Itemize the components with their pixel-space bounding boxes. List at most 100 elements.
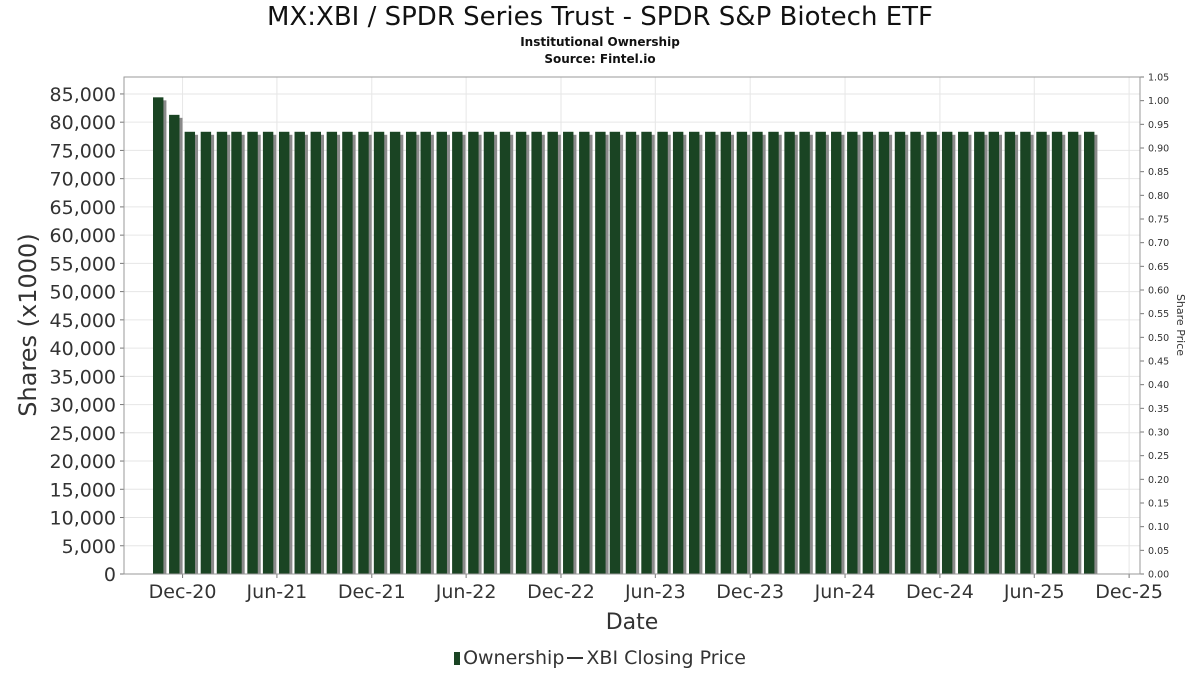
y-tick-label: 45,000 bbox=[50, 310, 116, 332]
x-tick-label: Dec-25 bbox=[1095, 581, 1163, 603]
y2-tick-label: 0.75 bbox=[1148, 215, 1169, 226]
ownership-bar bbox=[878, 131, 890, 574]
ownership-bar bbox=[342, 131, 353, 574]
plot-border bbox=[123, 76, 1141, 575]
ownership-bar bbox=[1036, 131, 1047, 574]
ownership-bar bbox=[216, 131, 228, 574]
legend-price-label: XBI Closing Price bbox=[586, 647, 746, 669]
y-tick-label: 85,000 bbox=[50, 84, 116, 106]
ownership-bar bbox=[752, 131, 763, 574]
ownership-bar bbox=[988, 131, 1000, 574]
ownership-bar bbox=[531, 131, 542, 574]
y2-tick-label: 0.25 bbox=[1148, 451, 1169, 462]
ownership-bar bbox=[1020, 131, 1031, 574]
y2-tick-label: 0.10 bbox=[1148, 522, 1169, 533]
x-tick-label: Dec-20 bbox=[149, 581, 217, 603]
y2-axis-title: Share Price bbox=[1174, 294, 1187, 356]
y2-tick-label: 0.95 bbox=[1148, 120, 1169, 131]
ownership-bar bbox=[358, 131, 369, 574]
ownership-bar bbox=[1051, 131, 1063, 574]
ownership-bar bbox=[563, 131, 574, 574]
x-tick-label: Jun-25 bbox=[1003, 581, 1065, 603]
y-tick-label: 25,000 bbox=[50, 423, 116, 445]
legend-ownership-label: Ownership bbox=[463, 647, 565, 669]
ownership-bar bbox=[184, 131, 196, 574]
ownership-bar bbox=[831, 131, 842, 574]
ownership-bar bbox=[799, 131, 810, 574]
y2-tick-label: 0.35 bbox=[1148, 404, 1169, 415]
y2-tick-label: 0.15 bbox=[1148, 499, 1169, 510]
y2-tick-label: 1.00 bbox=[1148, 96, 1169, 107]
ownership-bar bbox=[153, 97, 164, 574]
x-tick-label: Jun-24 bbox=[814, 581, 876, 603]
ownership-bar bbox=[595, 131, 606, 574]
ownership-bar bbox=[641, 131, 652, 574]
ownership-bar bbox=[926, 131, 937, 574]
y2-tick-label: 0.70 bbox=[1148, 238, 1169, 249]
ownership-bar bbox=[958, 131, 969, 574]
chart-subtitle: Institutional Ownership bbox=[520, 35, 680, 49]
y-tick-label: 5,000 bbox=[62, 536, 116, 558]
x-tick-label: Jun-21 bbox=[246, 581, 308, 603]
y-tick-label: 35,000 bbox=[50, 366, 116, 388]
ownership-bar bbox=[862, 131, 874, 574]
ownership-bar bbox=[436, 131, 447, 574]
ownership-bar bbox=[294, 131, 305, 574]
y2-tick-label: 0.50 bbox=[1148, 333, 1169, 344]
ownership-bar bbox=[815, 131, 826, 574]
ownership-bar bbox=[672, 131, 684, 574]
y-tick-label: 75,000 bbox=[50, 140, 116, 162]
y-axis-title: Shares (x1000) bbox=[14, 233, 42, 416]
ownership-bar bbox=[768, 131, 779, 574]
chart-plot: 0 5,000 10,000 15,000 20,000 25,000 30,000 35,0… bbox=[14, 73, 1187, 636]
ownership-bar bbox=[326, 131, 338, 574]
ownership-bar bbox=[200, 131, 212, 574]
ownership-bar bbox=[579, 131, 590, 574]
y2-tick-label: 0.45 bbox=[1148, 357, 1169, 368]
y-tick-label: 10,000 bbox=[50, 508, 116, 530]
x-tick-label: Jun-23 bbox=[624, 581, 686, 603]
ownership-bar bbox=[247, 131, 258, 574]
y2-tick-label: 0.30 bbox=[1148, 428, 1169, 439]
ownership-bar bbox=[420, 131, 431, 574]
y-tick-label: 55,000 bbox=[50, 253, 116, 275]
x-axis-title: Date bbox=[606, 610, 659, 635]
legend-ownership-swatch bbox=[454, 652, 461, 665]
ownership-bar bbox=[389, 131, 401, 574]
chart-source: Source: Fintel.io bbox=[544, 52, 656, 66]
ownership-bar bbox=[1004, 131, 1016, 574]
ownership-bar bbox=[657, 131, 668, 574]
ownership-bar bbox=[278, 131, 290, 574]
ownership-bar bbox=[625, 131, 637, 574]
y-tick-label: 40,000 bbox=[50, 338, 116, 360]
y-tick-label: 70,000 bbox=[50, 169, 116, 191]
ownership-bar bbox=[310, 131, 322, 574]
ownership-bar bbox=[515, 131, 527, 574]
ownership-bar bbox=[609, 131, 621, 574]
y2-tick-label: 0.05 bbox=[1148, 546, 1169, 557]
x-tick-label: Dec-22 bbox=[527, 581, 595, 603]
y-tick-label: 80,000 bbox=[50, 112, 116, 134]
ownership-bar bbox=[720, 131, 732, 574]
x-tick-label: Dec-24 bbox=[906, 581, 974, 603]
ownership-bar bbox=[1067, 131, 1079, 574]
ownership-bar bbox=[169, 114, 180, 574]
y-tick-label: 20,000 bbox=[50, 451, 116, 473]
y2-tick-label: 1.05 bbox=[1148, 73, 1169, 84]
ownership-bar bbox=[847, 131, 858, 574]
y-tick-label: 15,000 bbox=[50, 479, 116, 501]
ownership-bar bbox=[452, 131, 463, 574]
ownership-bar bbox=[468, 131, 479, 574]
ownership-bar bbox=[705, 131, 716, 574]
y2-tick-label: 0.90 bbox=[1148, 144, 1169, 155]
y2-tick-label: 0.00 bbox=[1148, 570, 1169, 581]
x-tick-label: Jun-22 bbox=[435, 581, 497, 603]
ownership-bar bbox=[910, 131, 921, 574]
ownership-bar bbox=[373, 131, 385, 574]
y-tick-label: 60,000 bbox=[50, 225, 116, 247]
ownership-bar bbox=[688, 131, 700, 574]
ownership-bar bbox=[1083, 131, 1095, 574]
y-tick-label: 65,000 bbox=[50, 197, 116, 219]
y2-tick-label: 0.40 bbox=[1148, 380, 1169, 391]
y-tick-label: 50,000 bbox=[50, 282, 116, 304]
